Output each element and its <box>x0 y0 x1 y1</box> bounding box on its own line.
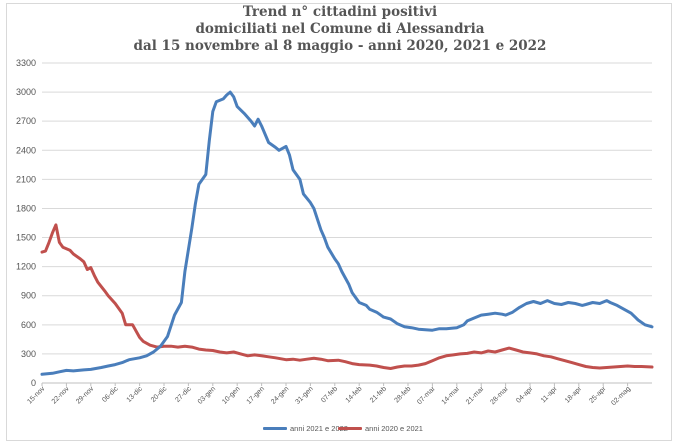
x-tick-label-17: 14-mar <box>441 385 462 406</box>
x-tick-label-15: 28-feb <box>393 385 412 404</box>
series-line-1 <box>40 90 654 376</box>
x-tick-label-18: 21-mar <box>465 385 486 406</box>
y-tick-label-9: 2700 <box>16 116 36 126</box>
y-tick-label-10: 3000 <box>16 87 36 97</box>
legend-swatch-series-1 <box>263 427 287 430</box>
y-tick-label-4: 1200 <box>16 262 36 272</box>
x-tick-label-21: 11-apr <box>540 385 559 404</box>
chart-title-line-3: dal 15 novembre al 8 maggio - anni 2020,… <box>133 38 547 54</box>
x-tick-label-11: 31-gen <box>294 385 314 405</box>
x-tick-label-19: 28-mar <box>489 385 510 406</box>
y-tick-label-11: 3300 <box>16 58 36 68</box>
x-tick-label-13: 14-feb <box>345 385 364 404</box>
x-tick-label-14: 21-feb <box>369 385 388 404</box>
x-tick-label-12: 07-feb <box>320 385 339 404</box>
x-tick-label-24: 02-mag <box>610 385 632 407</box>
legend-item-series-1: anni 2021 e 2022 <box>263 424 348 433</box>
x-tick-label-23: 25-apr <box>588 385 608 405</box>
chart-legend: anni 2021 e 2022 anni 2020 e 2021 <box>0 424 680 438</box>
legend-item-series-2: anni 2020 e 2021 <box>338 424 423 433</box>
x-tick-label-1: 22-nov <box>51 385 71 405</box>
x-tick-label-7: 03-gen <box>197 385 217 405</box>
series-line-2 <box>40 223 654 370</box>
y-tick-label-5: 1500 <box>16 233 36 243</box>
x-tick-label-16: 07-mar <box>416 385 437 406</box>
chart-title-line-2: domiciliati nel Comune di Alessandria <box>195 21 485 37</box>
y-tick-label-3: 900 <box>21 291 36 301</box>
x-tick-label-6: 27-dic <box>174 385 193 404</box>
x-tick-label-20: 04-apr <box>515 385 535 405</box>
y-tick-label-1: 300 <box>21 349 36 359</box>
x-tick-label-0: 15-nov <box>26 385 46 405</box>
y-tick-label-2: 600 <box>21 320 36 330</box>
x-tick-label-4: 13-dic <box>126 385 145 404</box>
plot-area <box>42 63 652 383</box>
x-tick-label-8: 10-gen <box>221 385 241 405</box>
legend-label-series-2: anni 2020 e 2021 <box>365 424 423 433</box>
legend-swatch-series-2 <box>338 427 362 430</box>
y-tick-label-7: 2100 <box>16 174 36 184</box>
chart-title: Trend n° cittadini positivi domiciliati … <box>0 4 680 55</box>
y-tick-label-8: 2400 <box>16 145 36 155</box>
legend-label-series-1: anni 2021 e 2022 <box>290 424 348 433</box>
y-tick-label-6: 1800 <box>16 203 36 213</box>
chart-title-line-1: Trend n° cittadini positivi <box>242 4 438 20</box>
x-tick-label-10: 24-gen <box>270 385 290 405</box>
y-tick-label-0: 0 <box>31 378 36 388</box>
x-tick-label-5: 20-dic <box>150 385 169 404</box>
x-tick-label-22: 18-apr <box>564 385 584 405</box>
x-tick-label-3: 06-dic <box>101 385 120 404</box>
x-tick-label-9: 17-gen <box>246 385 266 405</box>
x-tick-label-2: 29-nov <box>75 385 95 405</box>
